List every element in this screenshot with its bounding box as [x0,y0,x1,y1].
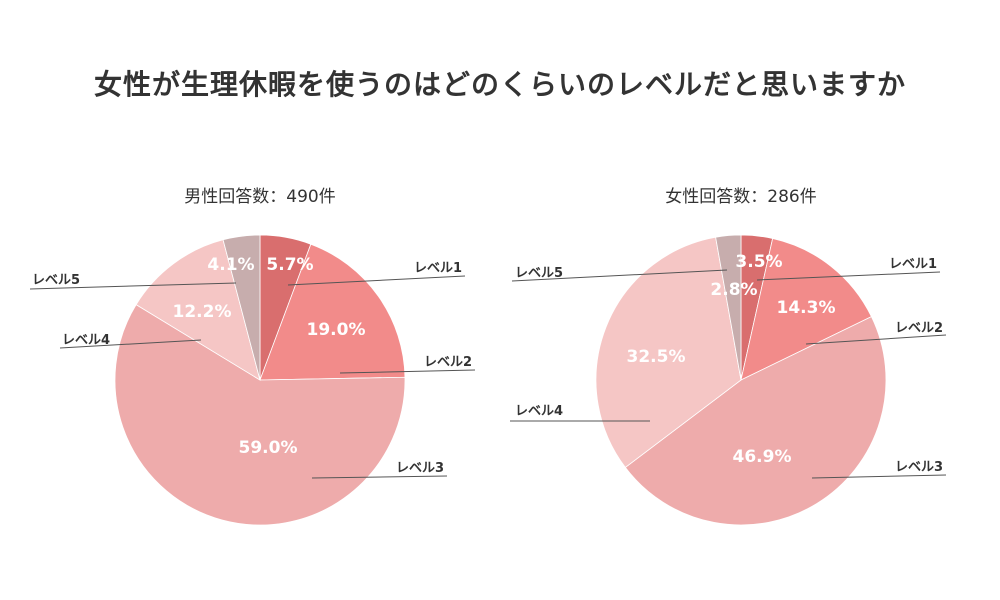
category-label-level2: レベル2 [895,321,943,336]
data-label-level3: 59.0% [239,438,298,458]
data-label-level4: 12.2% [173,302,232,322]
category-label-level5: レベル5 [32,273,80,288]
page-title: 女性が生理休暇を使うのはどのくらいのレベルだと思いますか [93,68,906,101]
pie-slice-level2 [740,238,872,381]
leader-line-level3 [811,474,947,479]
category-label-level4: レベル4 [515,404,563,419]
category-label-level5: レベル5 [515,266,563,281]
data-label-level5: 4.1% [207,255,254,275]
data-label-level1: 3.5% [735,252,782,272]
data-label-level2: 19.0% [307,320,366,340]
data-label-level1: 5.7% [266,255,313,275]
data-label-level5: 2.8% [710,280,757,300]
pie-slice-level5 [222,234,261,381]
category-label-level1: レベル1 [414,261,462,276]
leader-line-level2 [805,334,947,345]
male-pie-chart: 5.7% 19.0% 59.0% 12.2% 4.1% レベル1 レベル2 レベル3 レベル4 レ… [29,234,476,526]
pie-slice-level3 [114,304,406,526]
pie-slice-level4 [135,239,261,381]
category-label-level3: レベル3 [396,461,444,476]
pie-slice-level4 [595,236,742,468]
female-chart-subtitle: 女性回答数：286件 [665,187,817,207]
leader-line-level4 [59,339,202,349]
male-chart-subtitle: 男性回答数：490件 [184,187,336,207]
pie-slice-level2 [259,243,406,381]
leader-line-level1 [287,275,466,286]
data-label-level2: 14.3% [777,298,836,318]
female-pie-chart: 3.5% 14.3% 46.9% 32.5% 2.8% レベル1 レベル2 レベル3 レベル4 レ… [510,234,947,526]
data-label-level4: 32.5% [627,347,686,367]
category-label-level1: レベル1 [889,257,937,272]
leader-line-level5 [29,282,237,290]
data-label-level3: 46.9% [733,447,792,467]
category-label-level3: レベル3 [895,460,943,475]
pie-slice-level3 [624,316,887,526]
category-label-level2: レベル2 [424,355,472,370]
leader-line-level2 [339,369,476,374]
leader-line-level1 [756,271,941,281]
leader-line-level3 [311,475,448,479]
pie-slice-level5 [715,234,742,381]
category-label-level4: レベル4 [62,333,110,348]
leader-line-level5 [511,269,728,282]
